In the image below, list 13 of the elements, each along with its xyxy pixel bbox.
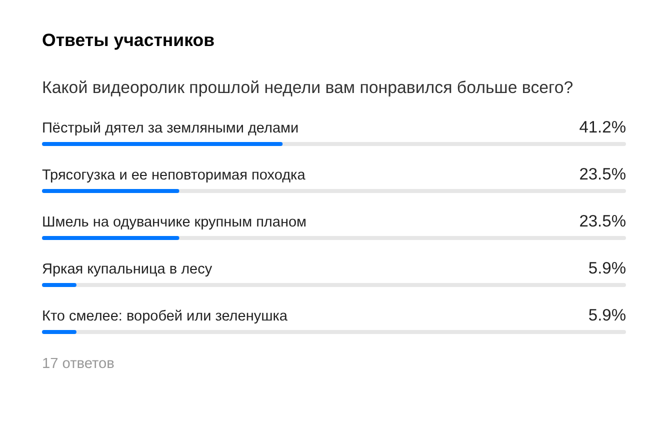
text: 17 ответов [42, 356, 115, 372]
y-tick-label: Трясогузка и ее неповторимая походка [42, 168, 306, 184]
y-tick-label: Пёстрый дятел за земляными делами [42, 120, 299, 136]
y-tick-label: Шмель на одуванчике крупным планом [42, 214, 306, 230]
y-tick-label: Яркая купальница в лесу [42, 262, 213, 278]
data-label: 5.9% [588, 306, 626, 324]
data-label: 23.5% [579, 212, 626, 230]
y-tick-label: Кто смелее: воробей или зеленушка [42, 308, 288, 324]
data-label: 23.5% [579, 166, 626, 184]
chart-title: Ответы участников [42, 30, 215, 50]
chart-subtitle: Какой видеоролик прошлой недели вам понравился больше всего? [42, 78, 574, 97]
data-label: 41.2% [579, 118, 626, 136]
data-label: 5.9% [588, 260, 626, 278]
